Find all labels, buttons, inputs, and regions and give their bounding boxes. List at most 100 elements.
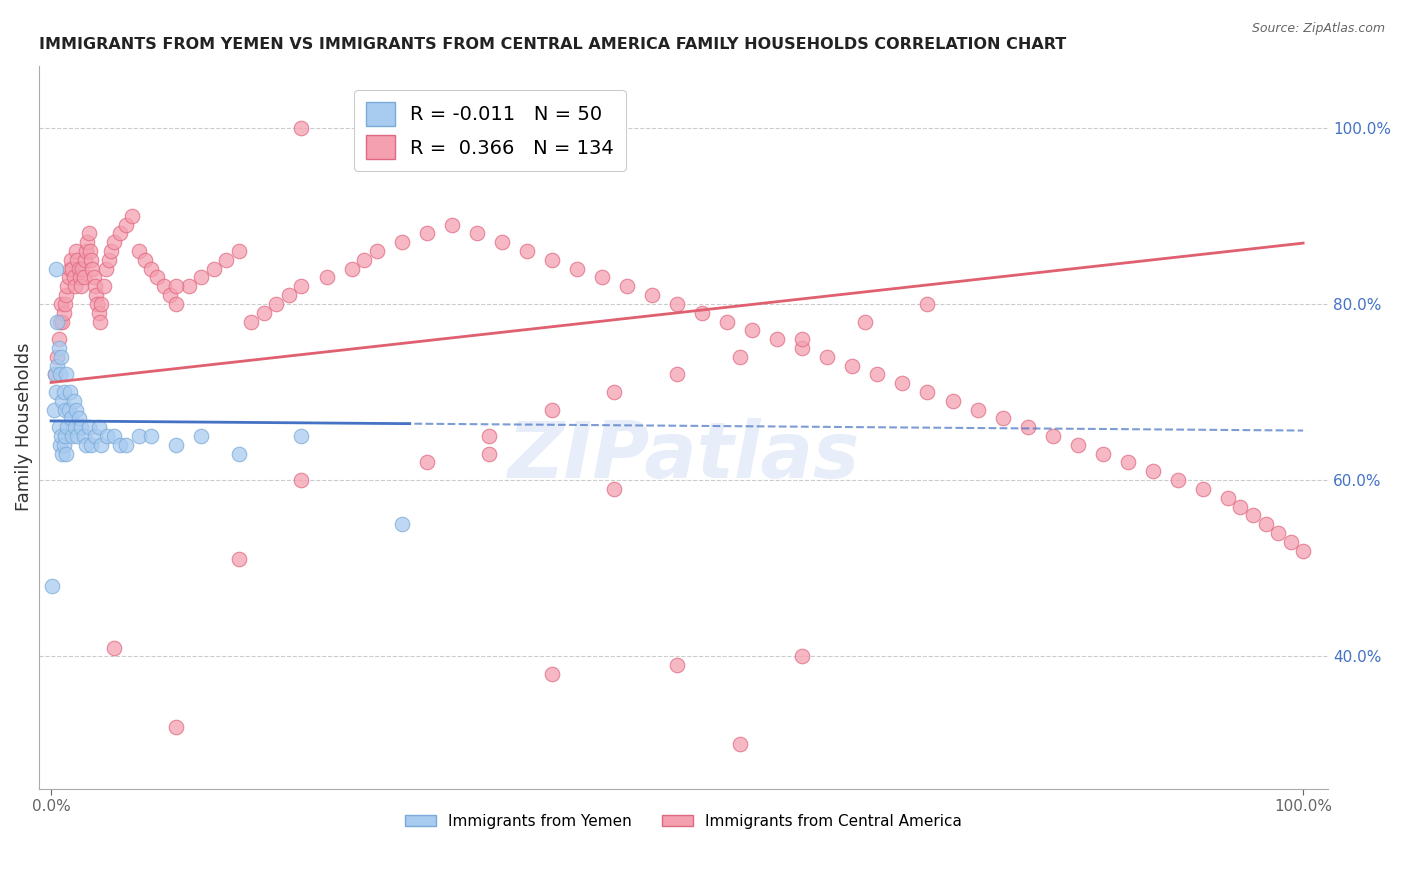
Point bbox=[46, 314, 69, 328]
Point bbox=[290, 429, 312, 443]
Point bbox=[766, 332, 789, 346]
Point bbox=[66, 252, 89, 267]
Point bbox=[63, 420, 86, 434]
Point bbox=[51, 393, 73, 408]
Point bbox=[72, 261, 94, 276]
Point bbox=[1142, 464, 1164, 478]
Point bbox=[42, 402, 65, 417]
Point bbox=[792, 332, 814, 346]
Point bbox=[666, 368, 689, 382]
Point bbox=[465, 227, 488, 241]
Point bbox=[66, 429, 89, 443]
Point bbox=[134, 252, 156, 267]
Point bbox=[108, 438, 131, 452]
Point bbox=[46, 350, 69, 364]
Point bbox=[49, 297, 72, 311]
Point bbox=[159, 288, 181, 302]
Point bbox=[56, 420, 79, 434]
Point bbox=[49, 438, 72, 452]
Point bbox=[58, 270, 80, 285]
Point bbox=[666, 297, 689, 311]
Point bbox=[41, 579, 63, 593]
Point bbox=[792, 341, 814, 355]
Point bbox=[190, 270, 212, 285]
Point bbox=[96, 261, 118, 276]
Point bbox=[103, 235, 125, 250]
Point bbox=[115, 438, 138, 452]
Point bbox=[86, 297, 108, 311]
Text: Source: ZipAtlas.com: Source: ZipAtlas.com bbox=[1251, 22, 1385, 36]
Point bbox=[51, 314, 73, 328]
Point bbox=[121, 209, 143, 223]
Point bbox=[77, 227, 100, 241]
Point bbox=[1067, 438, 1090, 452]
Point bbox=[62, 270, 84, 285]
Point bbox=[478, 447, 501, 461]
Point bbox=[84, 288, 107, 302]
Point bbox=[75, 244, 97, 258]
Point bbox=[1042, 429, 1064, 443]
Point bbox=[1254, 517, 1277, 532]
Point bbox=[69, 270, 91, 285]
Point bbox=[1216, 491, 1239, 505]
Point bbox=[87, 420, 110, 434]
Point bbox=[415, 455, 437, 469]
Point bbox=[77, 420, 100, 434]
Point bbox=[290, 279, 312, 293]
Point bbox=[45, 261, 67, 276]
Point bbox=[366, 244, 388, 258]
Point bbox=[103, 429, 125, 443]
Point bbox=[415, 227, 437, 241]
Point bbox=[541, 667, 564, 681]
Point bbox=[128, 244, 150, 258]
Point bbox=[641, 288, 664, 302]
Point bbox=[55, 447, 77, 461]
Point bbox=[202, 261, 225, 276]
Point bbox=[49, 429, 72, 443]
Point bbox=[75, 438, 97, 452]
Point bbox=[228, 244, 250, 258]
Point bbox=[60, 411, 83, 425]
Point bbox=[853, 314, 876, 328]
Point bbox=[415, 120, 437, 135]
Point bbox=[290, 120, 312, 135]
Point bbox=[165, 720, 187, 734]
Legend: Immigrants from Yemen, Immigrants from Central America: Immigrants from Yemen, Immigrants from C… bbox=[399, 808, 967, 835]
Point bbox=[240, 314, 263, 328]
Point bbox=[266, 297, 288, 311]
Point bbox=[80, 438, 103, 452]
Point bbox=[49, 368, 72, 382]
Point bbox=[1292, 543, 1315, 558]
Point bbox=[141, 261, 163, 276]
Point bbox=[491, 235, 513, 250]
Point bbox=[917, 297, 939, 311]
Point bbox=[53, 297, 76, 311]
Point bbox=[917, 384, 939, 399]
Point bbox=[72, 429, 94, 443]
Point bbox=[51, 447, 73, 461]
Point bbox=[716, 314, 738, 328]
Point bbox=[1017, 420, 1039, 434]
Point bbox=[67, 261, 90, 276]
Point bbox=[516, 244, 538, 258]
Point bbox=[65, 402, 87, 417]
Point bbox=[48, 332, 70, 346]
Point bbox=[728, 738, 751, 752]
Point bbox=[97, 252, 120, 267]
Point bbox=[45, 384, 67, 399]
Point bbox=[73, 252, 96, 267]
Point bbox=[541, 252, 564, 267]
Point bbox=[165, 279, 187, 293]
Point bbox=[67, 411, 90, 425]
Y-axis label: Family Households: Family Households bbox=[15, 343, 32, 511]
Point bbox=[391, 235, 413, 250]
Point bbox=[89, 314, 111, 328]
Point bbox=[87, 306, 110, 320]
Point bbox=[48, 341, 70, 355]
Point bbox=[353, 252, 375, 267]
Point bbox=[591, 270, 613, 285]
Point bbox=[60, 261, 83, 276]
Point bbox=[315, 270, 337, 285]
Point bbox=[440, 218, 463, 232]
Point bbox=[55, 288, 77, 302]
